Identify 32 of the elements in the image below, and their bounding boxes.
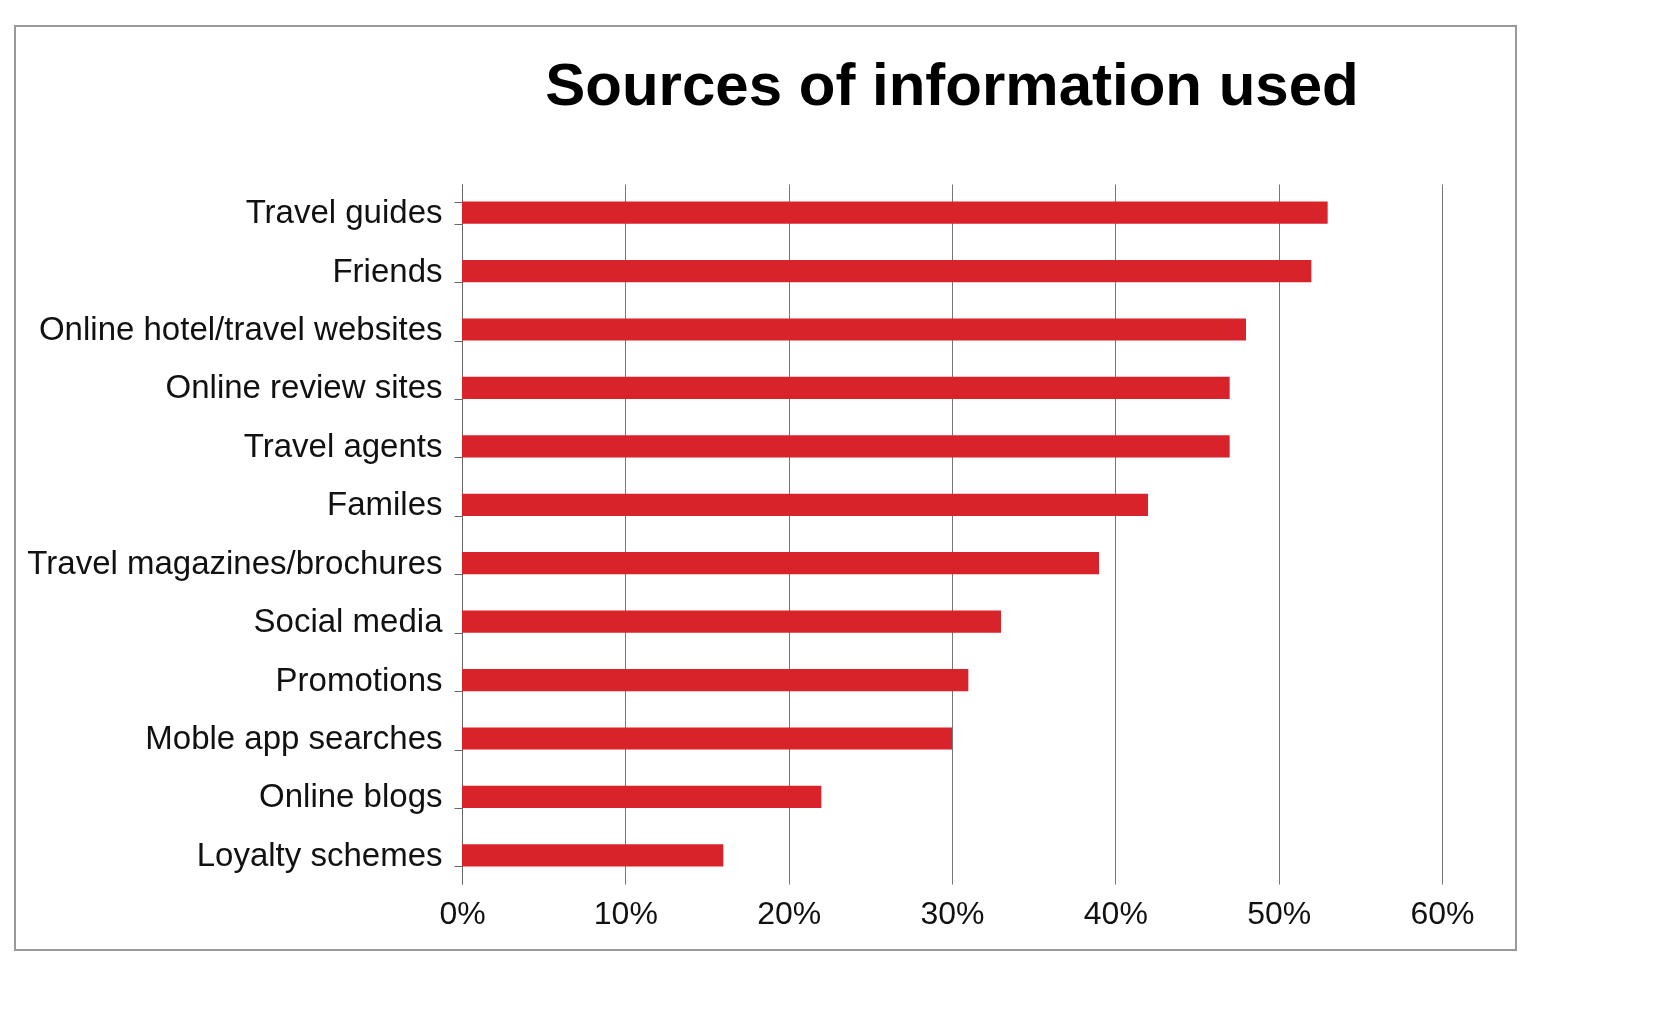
y-tick-label: Online hotel/travel websites [38,309,443,347]
bar [462,844,724,867]
bar [462,668,969,692]
y-tick-label: Online blogs [259,777,443,815]
bar [462,435,1230,458]
y-tick-label: Travel guides [245,193,443,231]
x-tick-label: 40% [1083,894,1148,931]
x-tick-label: 60% [1410,894,1475,931]
x-tick-label: 50% [1247,894,1312,931]
bar [462,785,822,809]
bar [462,493,1148,516]
y-tick-label: Travel magazines/brochures [27,543,443,581]
y-tick-label: Moble app searches [145,719,443,757]
chart-title: Sources of information used [545,51,1359,118]
y-tick-label: Online review sites [165,368,443,406]
bar [462,201,1328,224]
y-tick-label: Familes [326,485,443,523]
y-tick-label: Friends [332,251,443,289]
bar [462,727,952,750]
x-tick-label: 0% [439,894,486,931]
x-tick-label: 20% [757,894,822,931]
y-tick-label: Travel agents [243,426,443,464]
bar [462,259,1312,283]
x-tick-label: 10% [593,894,658,931]
bar [462,552,1099,575]
y-tick-label: Social media [253,602,444,640]
x-tick-label: 30% [920,894,985,931]
bar [462,376,1230,400]
bar [462,318,1246,341]
y-tick-label: Loyalty schemes [196,835,443,873]
bar [462,610,1001,633]
y-tick-label: Promotions [275,660,443,698]
